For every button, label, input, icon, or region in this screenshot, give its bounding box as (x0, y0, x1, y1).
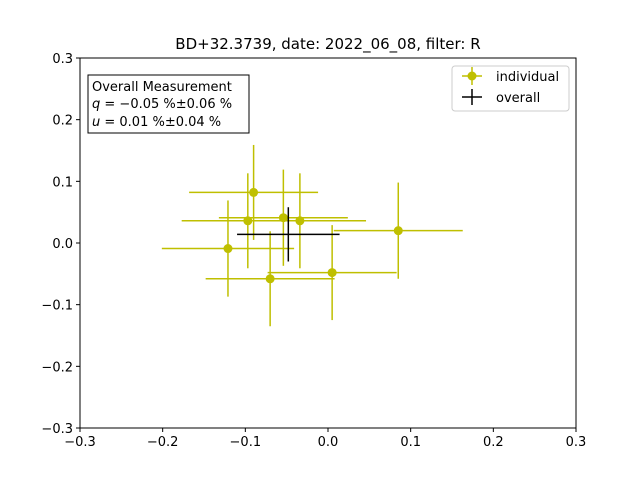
annotation-frame (87, 74, 250, 134)
x-tick-label: −0.1 (230, 435, 262, 450)
u-symbol: u (92, 115, 100, 130)
legend-marker-overall (462, 89, 482, 105)
individual-marker (223, 244, 233, 254)
individual-marker (249, 187, 259, 197)
overall-point (237, 207, 340, 262)
x-tick-label: 0.1 (400, 435, 421, 450)
legend-label-individual: individual (496, 70, 559, 85)
individual-point (233, 173, 367, 269)
annotation-q-line: q = −0.05 %±0.06 % (92, 97, 232, 112)
legend: individual overall (451, 65, 570, 112)
axes-layer: −0.3 −0.2 −0.1 0.0 0.1 0.2 0.3 −0.3 −0.2 −0.1 0.0 0… (41, 52, 586, 450)
y-tick-label: 0.0 (52, 237, 73, 252)
individual-marker (327, 268, 337, 278)
y-tick-label: 0.3 (52, 52, 73, 67)
y-tick-label: 0.1 (52, 175, 73, 190)
legend-label-overall: overall (496, 91, 540, 106)
y-tick-label: 0.2 (52, 114, 73, 129)
overall-measurement-box: Overall Measurement q = −0.05 %±0.06 % u… (87, 74, 250, 134)
u-value: = 0.01 %±0.04 % (100, 115, 221, 130)
individual-marker (278, 213, 288, 223)
individual-point (218, 169, 348, 266)
individual-point (267, 225, 397, 321)
individual-point (333, 182, 463, 279)
individual-marker (295, 216, 305, 226)
y-tick-label: −0.1 (41, 299, 73, 314)
x-tick-label: 0.3 (566, 435, 587, 450)
x-tick-label: −0.2 (147, 435, 179, 450)
individual-marker (265, 274, 275, 284)
q-value: = −0.05 %±0.06 % (100, 97, 232, 112)
annotation-u-line: u = 0.01 %±0.04 % (92, 115, 221, 130)
individual-point (189, 144, 319, 240)
data-layer (161, 144, 463, 327)
x-tick-label: 0.2 (483, 435, 504, 450)
individual-point (205, 231, 335, 327)
legend-frame (451, 65, 570, 112)
q-symbol: q (92, 97, 100, 112)
annotation-heading: Overall Measurement (92, 80, 232, 95)
y-tick-label: −0.2 (41, 360, 73, 375)
legend-marker-individual (462, 67, 482, 85)
x-tick-label: 0.0 (318, 435, 339, 450)
x-tick-label: −0.3 (64, 435, 96, 450)
individual-point (161, 200, 295, 297)
chart-title: BD+32.3739, date: 2022_06_08, filter: R (175, 35, 480, 54)
y-tick-label: −0.3 (41, 422, 73, 437)
individual-marker (393, 226, 403, 236)
